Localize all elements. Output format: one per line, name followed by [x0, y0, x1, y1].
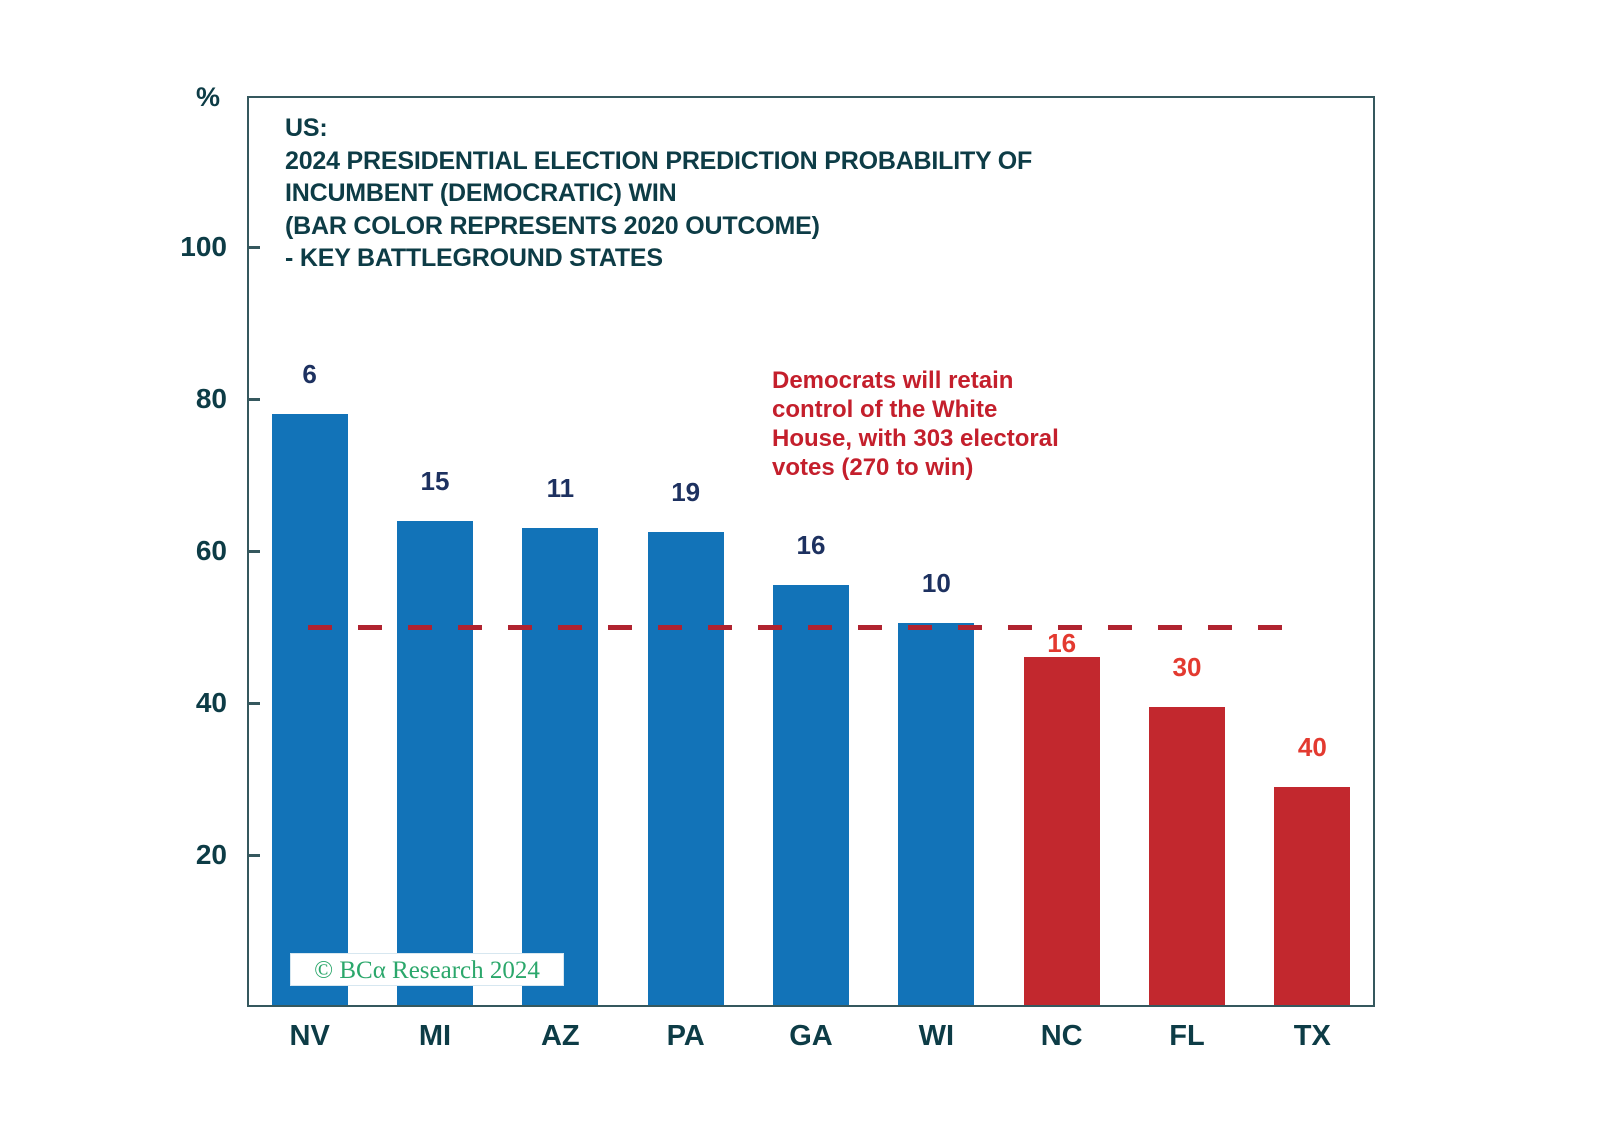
bar-value-label-PA: 19: [671, 477, 701, 507]
bar-value-label-MI: 15: [420, 465, 450, 496]
x-tick-label-NV: NV: [289, 1020, 330, 1052]
x-tick-label-MI: MI: [418, 1020, 452, 1052]
bar-FL: [1149, 706, 1225, 1005]
x-tick-label-NC: NC: [1040, 1020, 1083, 1052]
y-tick-mark-40: [247, 701, 260, 705]
bar-MI: [397, 520, 473, 1005]
bar-AZ: [522, 528, 599, 1005]
x-tick-label-TX: TX: [1293, 1020, 1331, 1052]
copyright-watermark: © BCα Research 2024: [290, 953, 564, 986]
y-tick-mark-100: [247, 245, 260, 249]
y-tick-mark-80: [247, 397, 260, 401]
y-tick-label-100: 100: [180, 231, 227, 262]
y-tick-mark-20: [247, 853, 260, 857]
bar-value-label-NV: 6: [302, 359, 317, 390]
y-tick-label-60: 60: [195, 535, 227, 566]
bar-value-label-AZ: 11: [546, 473, 575, 504]
x-tick-label-PA: PA: [666, 1020, 705, 1052]
y-tick-label-20: 20: [195, 839, 227, 870]
x-tick-label-WI: WI: [918, 1020, 955, 1052]
chart-title: US: 2024 PRESIDENTIAL ELECTION PREDICTIO…: [285, 114, 1033, 272]
bar-value-label-WI: 10: [921, 568, 951, 599]
bar-TX: [1274, 786, 1351, 1005]
bar-WI: [898, 623, 975, 1005]
y-tick-label-40: 40: [195, 687, 227, 718]
x-tick-label-FL: FL: [1169, 1020, 1205, 1052]
x-tick-label-GA: GA: [789, 1020, 833, 1052]
annotation-text: Democrats will retain control of the Whi…: [772, 367, 1059, 481]
x-tick-label-AZ: AZ: [540, 1020, 580, 1052]
reference-line-50pct: [308, 624, 1300, 630]
bar-GA: [773, 585, 849, 1005]
bar-value-label-FL: 30: [1172, 651, 1202, 682]
y-tick-label-80: 80: [195, 383, 227, 414]
bar-value-label-NC: 16: [1047, 628, 1077, 659]
y-axis-unit-label: %: [195, 82, 220, 112]
bar-value-label-GA: 16: [796, 530, 826, 561]
bar-value-label-TX: 40: [1297, 731, 1327, 762]
bar-NC: [1023, 657, 1100, 1005]
bar-NV: [271, 414, 348, 1005]
bar-PA: [647, 532, 724, 1005]
y-tick-mark-60: [247, 549, 260, 553]
